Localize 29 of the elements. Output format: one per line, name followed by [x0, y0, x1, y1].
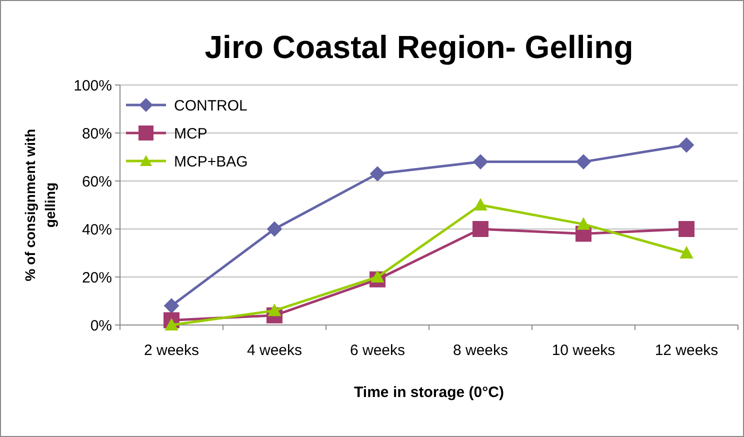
- point: [267, 222, 282, 236]
- x-tick-label: 4 weeks: [246, 342, 302, 359]
- x-tick-label: 6 weeks: [350, 342, 406, 359]
- point: [680, 246, 693, 258]
- x-tick-label: 12 weeks: [654, 342, 718, 359]
- point: [679, 138, 694, 152]
- legend-label: MCP: [174, 125, 208, 142]
- y-tick-label: 40%: [82, 221, 112, 238]
- x-tick-label: 2 weeks: [144, 342, 200, 359]
- y-tick-label: 60%: [82, 173, 112, 190]
- y-axis-title: % of consignment with gelling: [22, 128, 58, 282]
- y-tick-label: 20%: [82, 269, 112, 286]
- point: [474, 198, 487, 210]
- point: [370, 166, 385, 182]
- legend-label: MCP+BAG: [174, 153, 248, 170]
- x-axis-title: Time in storage (0°C): [354, 384, 504, 401]
- y-tick-label: 80%: [82, 125, 112, 142]
- point: [473, 154, 488, 170]
- chart-title: Jiro Coastal Region- Gelling: [204, 29, 634, 65]
- legend-label: CONTROL: [174, 97, 248, 114]
- point: [678, 221, 694, 237]
- point: [472, 221, 488, 237]
- point: [576, 154, 591, 170]
- x-tick-label: 8 weeks: [452, 342, 508, 359]
- x-tick-label: 10 weeks: [552, 342, 616, 359]
- point: [577, 218, 590, 230]
- y-tick-label: 0%: [90, 317, 112, 334]
- point: [164, 298, 179, 314]
- y-tick-label: 100%: [74, 77, 112, 94]
